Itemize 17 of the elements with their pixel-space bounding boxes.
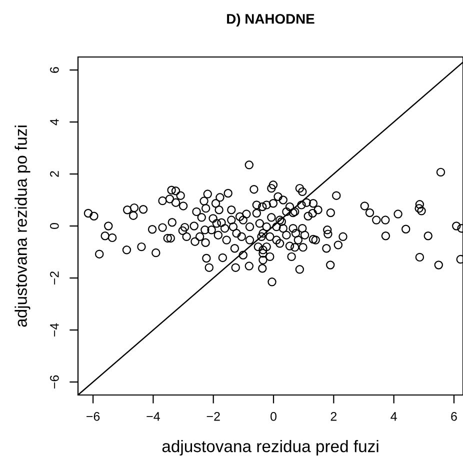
x-tick-label: −2	[206, 412, 220, 421]
x-tick-label: −6	[86, 412, 100, 421]
y-tick-label: 0	[50, 223, 59, 229]
y-axis-title: adjustovana rezidua po fuzi	[14, 126, 30, 327]
chart-title: D) NAHODNE	[227, 14, 314, 27]
x-tick-label: −4	[146, 412, 160, 421]
x-tick-label: 2	[330, 412, 337, 421]
y-tick-label: −6	[50, 375, 59, 389]
y-tick-label: −2	[50, 272, 59, 285]
x-axis-title: adjustovana rezidua pred fuzi	[162, 440, 378, 456]
x-tick-label: 4	[390, 412, 397, 421]
x-tick-label: 6	[451, 412, 457, 421]
x-tick-label: 0	[270, 412, 276, 421]
y-tick-label: 2	[50, 171, 59, 177]
y-tick-label: 6	[50, 67, 59, 73]
y-tick-label: −4	[50, 323, 59, 337]
y-tick-label: 4	[50, 118, 59, 126]
